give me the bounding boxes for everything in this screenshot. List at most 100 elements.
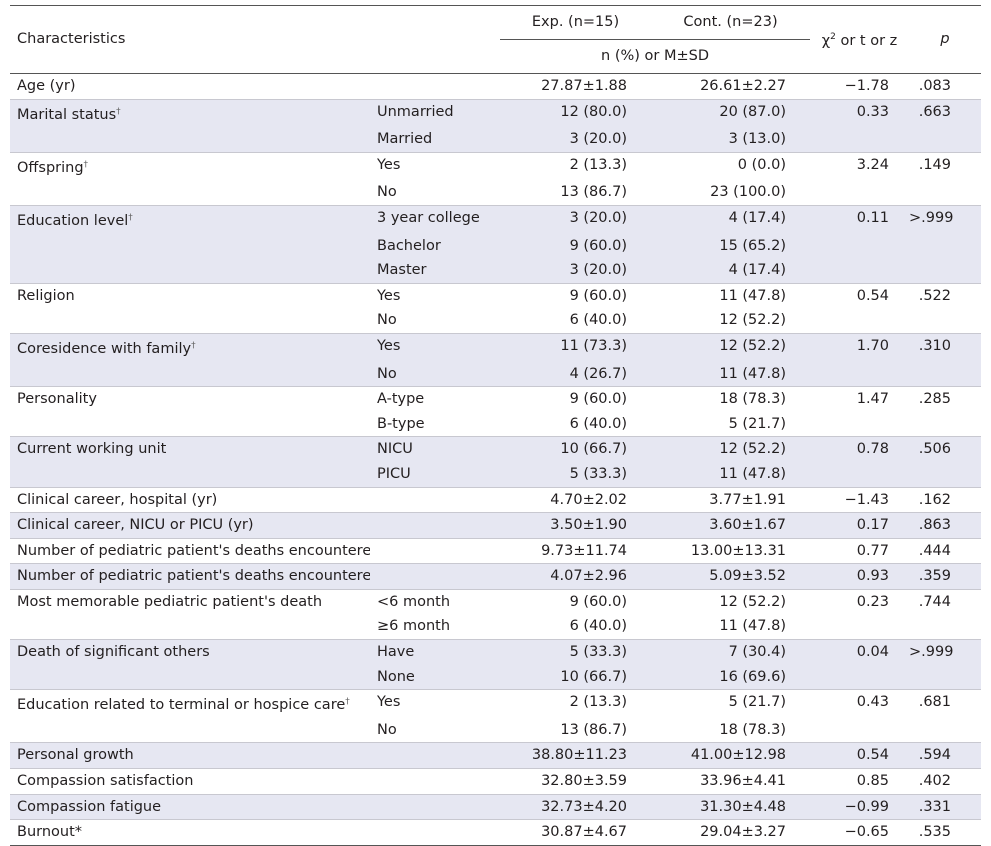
cont-value: 16 (69.6)	[651, 664, 811, 690]
exp-value: 32.80±3.59	[500, 768, 652, 795]
exp-value: 13 (86.7)	[560, 184, 628, 201]
table-header: Characteristics Exp. (n=15) Cont. (n=23)…	[10, 5, 982, 74]
characteristic-label: Marital status†	[10, 98, 370, 128]
stat-value: 0.33	[810, 98, 910, 128]
stat-empty	[810, 127, 910, 153]
header-stat: χ2 or t or z	[810, 5, 910, 74]
stat-value: 1.70	[810, 332, 910, 362]
category-cell: Bachelor	[370, 233, 501, 259]
cont-value: 12 (52.2)	[719, 312, 787, 329]
characteristic-label-empty	[10, 664, 370, 690]
table-row: Education level† 3 year college 3 (20.0) 4 …	[10, 204, 982, 234]
cont-value: 20 (87.0)	[651, 98, 811, 128]
cont-value: 13.00±13.31	[651, 537, 811, 564]
characteristic-label-text: Clinical career, hospital (yr)	[17, 491, 218, 508]
stat-value: −0.99	[810, 793, 910, 820]
table-row: Master 3 (20.0) 4 (17.4)	[10, 258, 982, 284]
table-row: Clinical career, hospital (yr) 4.70±2.02 3…	[10, 486, 982, 513]
stat-value: −1.43	[810, 486, 910, 513]
exp-value: 3 (20.0)	[500, 204, 652, 234]
category-cell	[370, 486, 501, 513]
cont-value: 31.30±4.48	[651, 793, 811, 820]
characteristic-label-empty	[10, 461, 370, 487]
cont-value: 26.61±2.27	[700, 78, 787, 94]
p-empty	[909, 233, 982, 259]
exp-value: 9 (60.0)	[500, 386, 652, 412]
category-cell: NICU	[370, 436, 501, 462]
stat-value: 0.78	[810, 436, 910, 462]
cont-value: 5 (21.7)	[651, 689, 811, 718]
characteristic-label-empty	[10, 233, 370, 259]
category-cell: Yes	[370, 282, 501, 309]
stat-empty	[810, 461, 910, 487]
characteristic-label: Death of significant others	[10, 639, 370, 665]
characteristic-label-text: Clinical career, NICU or PICU (yr)	[17, 517, 254, 534]
characteristic-label-text: Education related to terminal or hospice…	[17, 697, 346, 714]
cont-value: 5.09±3.52	[651, 563, 811, 590]
category-cell	[370, 563, 501, 590]
exp-value: 6 (40.0)	[569, 618, 628, 635]
category-cell: A-type	[370, 386, 501, 412]
p-value: .285	[909, 386, 982, 412]
table-row: B-type 6 (40.0) 5 (21.7)	[10, 412, 981, 437]
exp-value: 3 (20.0)	[500, 127, 652, 153]
stat-empty	[810, 664, 910, 690]
stat-value: 1.47	[810, 386, 910, 412]
stat-empty	[810, 361, 910, 387]
table-row: No 4 (26.7) 11 (47.8)	[10, 361, 982, 387]
p-empty	[909, 614, 981, 639]
category-cell: Master	[370, 258, 501, 284]
p-empty	[909, 461, 982, 487]
characteristic-label: Most memorable pediatric patient's death	[10, 588, 370, 615]
cont-value: 4 (17.4)	[651, 204, 811, 234]
category-cell: Yes	[370, 332, 501, 362]
p-value: .863	[909, 512, 982, 539]
characteristic-label-empty	[10, 258, 370, 284]
table-row: PICU 5 (33.3) 11 (47.8)	[10, 461, 982, 487]
p-value: >.999	[909, 204, 982, 234]
characteristic-label-text: Number of pediatric patient's deaths enc…	[17, 542, 370, 559]
p-value: .444	[909, 537, 982, 564]
p-value: .359	[909, 563, 982, 590]
category-cell: Unmarried	[370, 98, 501, 128]
table-row: No 13 (86.7) 18 (78.3)	[10, 718, 981, 743]
p-value: .522	[909, 282, 982, 309]
stat-value: −1.78	[844, 78, 890, 94]
category-cell	[370, 537, 501, 564]
p-value: .681	[909, 689, 982, 718]
exp-value: 2 (13.3)	[500, 689, 652, 718]
p-empty	[909, 127, 982, 153]
category-cell	[370, 512, 501, 539]
exp-value: 5 (33.3)	[500, 461, 652, 487]
stat-empty	[810, 718, 909, 743]
category-cell: None	[370, 664, 501, 690]
cont-value: 11 (47.8)	[719, 618, 787, 635]
cont-value: 4 (17.4)	[651, 258, 811, 284]
p-value: .310	[909, 332, 982, 362]
category-cell: No	[377, 721, 397, 738]
characteristic-label-text: Most memorable pediatric patient's death	[17, 593, 323, 610]
cont-value: 0 (0.0)	[651, 151, 811, 181]
cont-value: 12 (52.2)	[651, 588, 811, 615]
exp-value: 9.73±11.74	[500, 537, 652, 564]
characteristic-label-text: Number of pediatric patient's deaths enc…	[17, 568, 370, 585]
table-row: None 10 (66.7) 16 (69.6)	[10, 664, 982, 690]
characteristic-label: Current working unit	[10, 436, 370, 462]
cont-value: 29.04±3.27	[651, 819, 811, 846]
characteristic-label-text: Age (yr)	[17, 78, 76, 94]
characteristic-label: Compassion fatigue	[10, 793, 370, 820]
stat-value: 0.54	[810, 742, 910, 769]
stat-value: 0.93	[810, 563, 910, 590]
cont-value: 5 (21.7)	[728, 415, 787, 432]
p-value: .535	[909, 819, 982, 846]
category-cell	[370, 793, 501, 820]
header-p: p	[909, 5, 982, 74]
table-row: Number of pediatric patient's deaths enc…	[10, 563, 982, 590]
table-row: Compassion satisfaction 32.80±3.59 33.96±4…	[10, 768, 982, 795]
stat-empty	[810, 614, 909, 639]
category-cell: Yes	[370, 151, 501, 181]
cont-value: 11 (47.8)	[651, 461, 811, 487]
stat-value: 0.54	[810, 282, 910, 309]
characteristic-label-text: Personality	[17, 391, 97, 408]
table-row: Current working unit NICU 10 (66.7) 12 (52.…	[10, 436, 982, 462]
